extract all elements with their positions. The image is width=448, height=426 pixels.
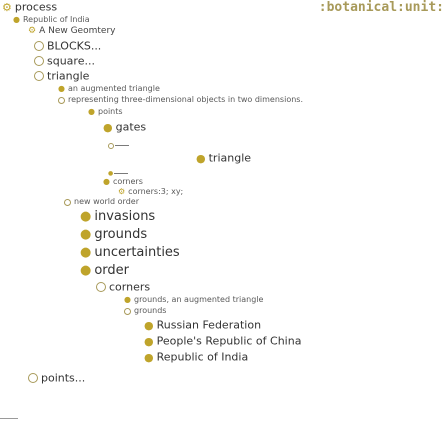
- circle-icon: [34, 71, 44, 81]
- botanical-unit-label: :botanical:unit:: [319, 0, 444, 15]
- node-bullet-icon: ●: [124, 296, 131, 304]
- tree-node-new-geometry[interactable]: ⚙ A New Geomtery: [28, 27, 115, 37]
- node-bullet-icon: ●: [13, 16, 20, 24]
- circle-icon: [34, 56, 44, 66]
- node-bullet-icon: ●: [58, 85, 65, 93]
- node-bullet-icon: ●: [80, 228, 91, 241]
- tree-node-triangle-2[interactable]: ● triangle: [196, 152, 251, 164]
- circle-icon: [64, 199, 71, 206]
- node-bullet-icon: ●: [80, 210, 91, 223]
- gear-icon: ⚙: [2, 2, 12, 13]
- tree-node-blocks[interactable]: BLOCKS...: [34, 40, 101, 52]
- tree-node-republic-of-india[interactable]: ● Republic of India: [13, 16, 90, 25]
- node-bullet-icon: ●: [144, 352, 154, 363]
- tree-node-augmented-triangle[interactable]: ● an augmented triangle: [58, 85, 160, 94]
- connector-line-icon: [115, 145, 129, 146]
- connector-line-icon: [114, 173, 128, 174]
- tree-node-grounds-2[interactable]: grounds: [124, 307, 166, 316]
- tree-node-republic-of-india-2[interactable]: ● Republic of India: [144, 351, 248, 363]
- node-bullet-icon: ●: [103, 178, 110, 186]
- tree-node-corners-detail[interactable]: ⚙ corners:3; xy;: [118, 188, 183, 197]
- tree-node-uncertainties[interactable]: ● uncertainties: [80, 246, 180, 259]
- tree-node-order[interactable]: ● order: [80, 264, 129, 277]
- circle-icon: [108, 143, 114, 149]
- gear-icon: ⚙: [28, 27, 36, 36]
- tree-node-points-2[interactable]: points...: [28, 372, 85, 384]
- gear-icon: ⚙: [118, 188, 125, 196]
- tree-node-russian-federation[interactable]: ● Russian Federation: [144, 319, 261, 331]
- node-bullet-icon: ●: [108, 171, 113, 177]
- tree-node-points[interactable]: ● points: [88, 108, 123, 117]
- tree-node-corners-2[interactable]: corners: [96, 281, 150, 293]
- node-bullet-icon: ●: [196, 153, 206, 164]
- tree-node-representing[interactable]: representing three-dimensional objects i…: [58, 96, 303, 105]
- tree-node-collapsed-connector[interactable]: [108, 137, 129, 153]
- node-bullet-icon: ●: [88, 108, 95, 116]
- tree-node-new-world-order[interactable]: new world order: [64, 198, 139, 207]
- tree-node-corners[interactable]: ● corners: [103, 178, 143, 187]
- circle-icon: [96, 282, 106, 292]
- divider: [0, 418, 18, 419]
- circle-icon: [34, 41, 44, 51]
- tree-node-grounds[interactable]: ● grounds: [80, 228, 147, 241]
- circle-icon: [28, 373, 38, 383]
- circle-icon: [58, 97, 65, 104]
- tree-node-triangle[interactable]: triangle: [34, 70, 89, 82]
- node-bullet-icon: ●: [80, 246, 91, 259]
- process-header[interactable]: ⚙ process: [2, 1, 57, 13]
- node-bullet-icon: ●: [80, 264, 91, 277]
- tree-node-peoples-republic-of-china[interactable]: ● People's Republic of China: [144, 335, 301, 347]
- tree-node-square[interactable]: square...: [34, 55, 95, 67]
- tree-node-grounds-augmented[interactable]: ● grounds, an augmented triangle: [124, 296, 263, 305]
- node-bullet-icon: ●: [144, 320, 154, 331]
- tree-node-invasions[interactable]: ● invasions: [80, 210, 155, 223]
- tree-node-gates[interactable]: ● gates: [103, 121, 146, 133]
- node-bullet-icon: ●: [103, 122, 113, 133]
- circle-icon: [124, 308, 131, 315]
- node-bullet-icon: ●: [144, 336, 154, 347]
